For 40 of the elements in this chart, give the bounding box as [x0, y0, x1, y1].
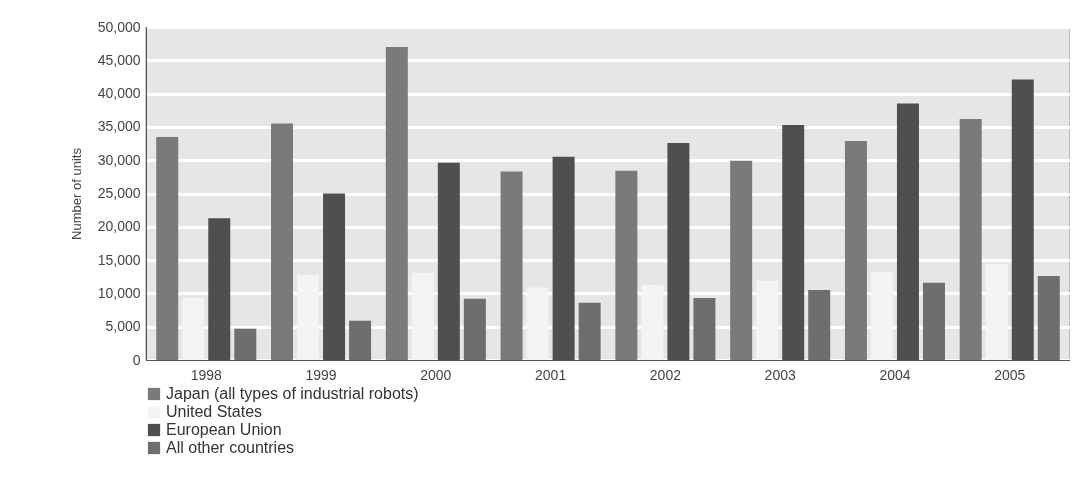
- bar: [156, 136, 179, 360]
- bar: [271, 123, 294, 360]
- bar: [234, 328, 257, 360]
- bar: [385, 46, 408, 360]
- bar: [922, 282, 945, 360]
- bar: [1037, 276, 1060, 360]
- bar: [808, 290, 831, 360]
- y-tick-label: 50,000: [97, 18, 141, 35]
- legend-label: European Union: [166, 421, 282, 438]
- bar: [844, 140, 867, 360]
- y-tick-label: 30,000: [97, 151, 141, 168]
- legend-label: Japan (all types of industrial robots): [166, 385, 419, 402]
- legend-label: All other countries: [166, 439, 295, 456]
- x-tick-label: 2004: [879, 366, 911, 383]
- bar: [578, 302, 601, 360]
- bar: [500, 171, 523, 360]
- x-tick-label: 2002: [649, 366, 682, 383]
- x-tick-label: 2000: [420, 366, 452, 383]
- bar: [730, 160, 753, 360]
- bar: [463, 298, 486, 360]
- y-tick-label: 40,000: [97, 85, 141, 102]
- legend-label: United States: [166, 403, 263, 420]
- y-axis-title: Number of units: [68, 147, 84, 240]
- y-tick-label: 25,000: [97, 185, 141, 201]
- x-tick-label: 1999: [305, 366, 337, 383]
- x-tick-label: 2003: [764, 366, 796, 383]
- y-tick-label: 5,000: [105, 318, 141, 335]
- x-tick-label: 2001: [535, 366, 567, 383]
- bar: [615, 170, 638, 360]
- y-tick-label: 20,000: [97, 218, 141, 235]
- x-tick-label: 2005: [994, 366, 1026, 383]
- y-tick-label: 0: [132, 351, 141, 368]
- bar: [349, 320, 372, 360]
- y-tick-label: 35,000: [97, 118, 141, 135]
- bar: [693, 298, 716, 360]
- y-tick-label: 10,000: [97, 284, 141, 301]
- y-tick-label: 45,000: [97, 51, 141, 68]
- x-tick-label: 1998: [190, 366, 223, 383]
- bar: [959, 118, 982, 360]
- y-tick-label: 15,000: [97, 251, 141, 268]
